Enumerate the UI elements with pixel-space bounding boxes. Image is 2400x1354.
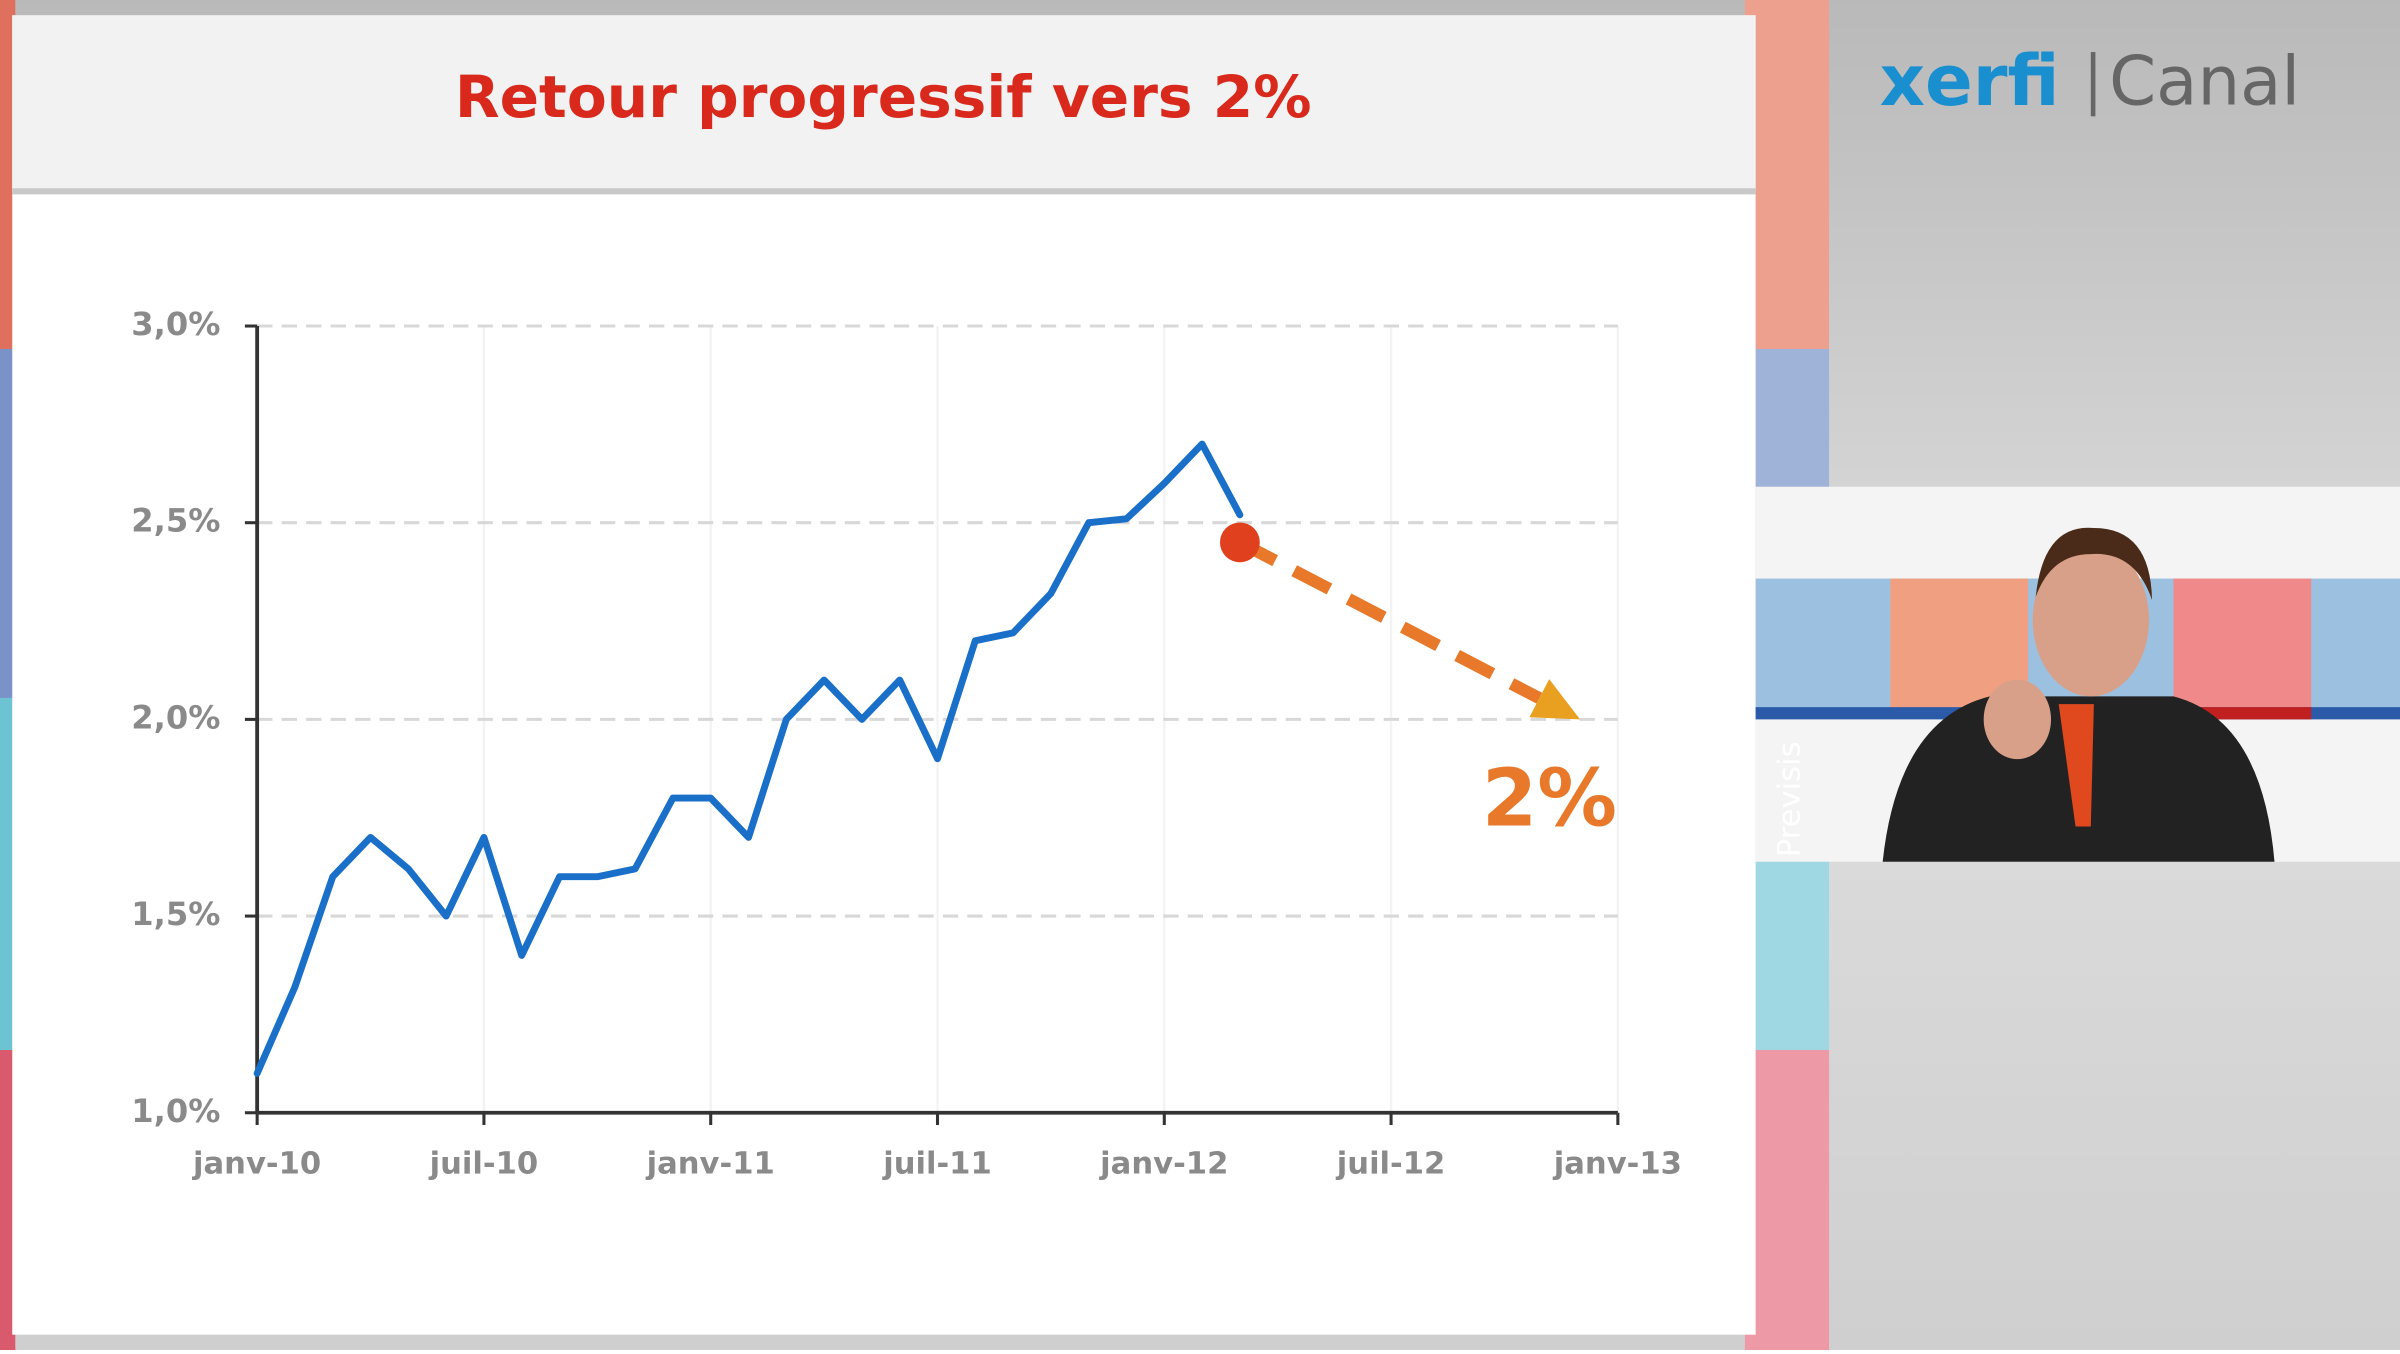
chart-title: Retour progressif vers 2% xyxy=(455,63,1312,131)
x-tick-label: janv-10 xyxy=(191,1146,321,1181)
logo-channel: Canal xyxy=(2109,41,2300,120)
line-series xyxy=(253,440,1244,1077)
forecast-arrowhead xyxy=(1529,679,1581,720)
forecast-start xyxy=(1219,522,1260,563)
logo-brand: xerfi xyxy=(1880,40,2060,122)
y-tick-label: 2,0% xyxy=(131,698,220,736)
y-tick-label: 3,0% xyxy=(131,305,220,343)
slide-header xyxy=(12,15,1756,192)
slide xyxy=(12,15,1756,1335)
forecast-label: 2% xyxy=(1482,752,1617,845)
x-tick-label: juil-12 xyxy=(1335,1146,1446,1181)
x-tick-label: janv-11 xyxy=(645,1146,775,1181)
chart: janv-10 juil-10 janv-11 juil-11 janv-12 juil-… xyxy=(131,305,1682,1181)
y-tick-label: 2,5% xyxy=(131,502,220,540)
x-tick-label: juil-11 xyxy=(881,1146,992,1181)
y-tick-label: 1,0% xyxy=(131,1092,220,1130)
video-inset: Previsis xyxy=(1755,486,2400,862)
y-tick-label: 1,5% xyxy=(131,895,220,933)
video-caption: Previsis xyxy=(1772,741,1807,857)
header-rule xyxy=(12,188,1756,195)
x-tick-label: juil-10 xyxy=(428,1146,539,1181)
x-tick-label: janv-13 xyxy=(1552,1146,1682,1181)
forecast-line xyxy=(1237,536,1543,704)
logo-divider xyxy=(2090,52,2096,117)
x-tick-label: janv-12 xyxy=(1098,1146,1228,1181)
